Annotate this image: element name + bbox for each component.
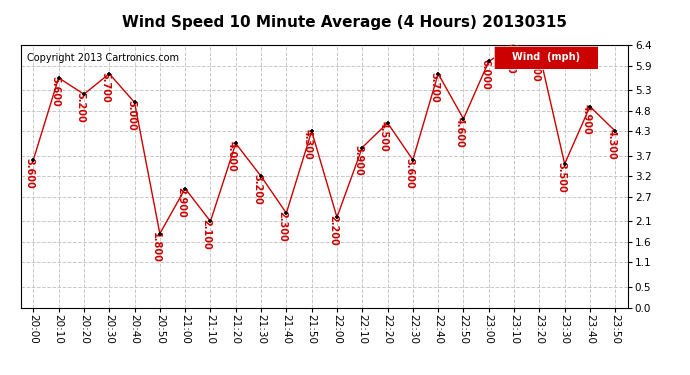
- Point: [28, 157, 39, 163]
- Text: 2.200: 2.200: [328, 215, 338, 246]
- Text: 2.100: 2.100: [201, 219, 212, 250]
- Point: [584, 104, 595, 110]
- Text: 6.200: 6.200: [531, 51, 541, 82]
- Point: [610, 128, 621, 134]
- Point: [534, 50, 545, 56]
- Point: [433, 71, 444, 77]
- Point: [306, 128, 317, 134]
- Text: 3.600: 3.600: [404, 158, 414, 189]
- Text: 4.500: 4.500: [379, 121, 388, 152]
- Text: Wind Speed 10 Minute Average (4 Hours) 20130315: Wind Speed 10 Minute Average (4 Hours) 2…: [123, 15, 567, 30]
- Point: [205, 218, 216, 224]
- Text: 6.400: 6.400: [505, 43, 515, 74]
- Text: 5.700: 5.700: [101, 72, 110, 102]
- Point: [331, 214, 342, 220]
- Text: 2.900: 2.900: [177, 186, 186, 217]
- Text: 5.700: 5.700: [429, 72, 440, 102]
- Point: [179, 186, 190, 192]
- Point: [458, 116, 469, 122]
- Text: 3.200: 3.200: [253, 174, 262, 205]
- Point: [53, 75, 64, 81]
- Text: 4.000: 4.000: [227, 141, 237, 172]
- Point: [382, 120, 393, 126]
- Text: 1.800: 1.800: [151, 232, 161, 262]
- Text: 4.600: 4.600: [455, 117, 464, 147]
- Text: 4.900: 4.900: [581, 105, 591, 135]
- Point: [230, 141, 241, 147]
- Text: 5.200: 5.200: [75, 92, 85, 123]
- Text: 2.300: 2.300: [277, 211, 288, 242]
- Text: 5.000: 5.000: [126, 100, 136, 131]
- Text: 3.500: 3.500: [556, 162, 566, 193]
- Text: 3.600: 3.600: [25, 158, 34, 189]
- Point: [483, 58, 494, 64]
- Point: [281, 210, 292, 216]
- Text: 6.000: 6.000: [480, 59, 490, 90]
- Point: [559, 161, 570, 167]
- Text: Copyright 2013 Cartronics.com: Copyright 2013 Cartronics.com: [27, 53, 179, 63]
- Text: 4.300: 4.300: [303, 129, 313, 160]
- Text: 4.300: 4.300: [607, 129, 617, 160]
- Point: [509, 42, 520, 48]
- Point: [79, 91, 90, 97]
- Point: [407, 157, 418, 163]
- Point: [104, 71, 115, 77]
- Point: [129, 99, 140, 105]
- Point: [357, 144, 368, 150]
- Point: [155, 231, 166, 237]
- Text: 3.900: 3.900: [353, 146, 364, 176]
- Point: [255, 173, 266, 179]
- Text: 5.600: 5.600: [50, 76, 60, 106]
